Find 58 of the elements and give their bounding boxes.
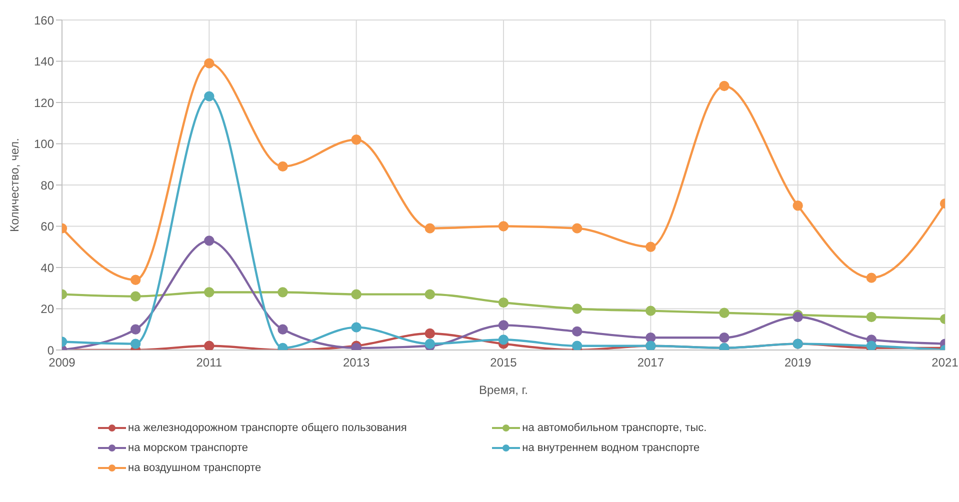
point bbox=[424, 223, 436, 234]
point bbox=[351, 322, 362, 332]
point bbox=[278, 324, 288, 334]
legend-label: на железнодорожном транспорте общего пользования bbox=[128, 422, 407, 434]
x-axis-title: Время, г. bbox=[478, 383, 528, 397]
point bbox=[646, 332, 656, 343]
point bbox=[424, 289, 436, 300]
y-tick-label: 60 bbox=[40, 220, 54, 234]
point bbox=[572, 340, 582, 350]
point bbox=[130, 324, 141, 334]
point bbox=[204, 340, 214, 350]
point bbox=[498, 334, 509, 345]
point bbox=[498, 320, 509, 330]
legend-label: на автомобильном транспорте, тыс. bbox=[522, 422, 707, 434]
y-tick-label: 80 bbox=[40, 178, 54, 192]
point bbox=[278, 287, 288, 298]
x-tick-label: 2015 bbox=[490, 356, 518, 370]
y-tick-label: 140 bbox=[34, 54, 54, 69]
y-tick-label: 0 bbox=[47, 343, 54, 358]
point bbox=[204, 58, 214, 68]
point bbox=[646, 306, 656, 316]
point bbox=[130, 291, 141, 302]
point bbox=[130, 274, 141, 285]
point bbox=[498, 221, 509, 232]
x-tick-label: 2009 bbox=[48, 356, 76, 370]
point bbox=[719, 332, 730, 343]
y-tick-label: 160 bbox=[34, 13, 54, 28]
x-tick-label: 2013 bbox=[342, 356, 370, 370]
point bbox=[572, 326, 582, 337]
legend-label: на морском транспорте bbox=[128, 442, 248, 454]
point bbox=[351, 134, 362, 145]
x-tick-label: 2011 bbox=[196, 356, 222, 370]
legend-label: на воздушном транспорте bbox=[128, 462, 262, 474]
x-tick-label: 2019 bbox=[784, 356, 812, 370]
point bbox=[792, 200, 803, 211]
point bbox=[351, 289, 362, 300]
point bbox=[130, 338, 141, 349]
point bbox=[719, 308, 730, 318]
point bbox=[572, 304, 582, 314]
point bbox=[204, 91, 214, 102]
y-tick-label: 100 bbox=[34, 137, 54, 152]
y-tick-label: 120 bbox=[34, 96, 54, 110]
point bbox=[424, 328, 436, 339]
x-tick-label: 2021 bbox=[932, 356, 959, 370]
point bbox=[719, 80, 730, 92]
point bbox=[866, 272, 877, 283]
point bbox=[204, 236, 214, 246]
legend-label: на внутреннем водном транспорте bbox=[522, 442, 700, 454]
y-tick-label: 40 bbox=[40, 260, 54, 275]
point bbox=[204, 287, 214, 298]
x-tick-label: 2017 bbox=[637, 356, 664, 370]
point bbox=[866, 312, 877, 322]
y-tick-label: 20 bbox=[40, 302, 54, 316]
point bbox=[498, 297, 509, 308]
y-axis-title: Количество, чел. bbox=[7, 138, 22, 232]
point bbox=[278, 161, 288, 172]
point bbox=[572, 223, 582, 234]
point bbox=[646, 242, 656, 252]
